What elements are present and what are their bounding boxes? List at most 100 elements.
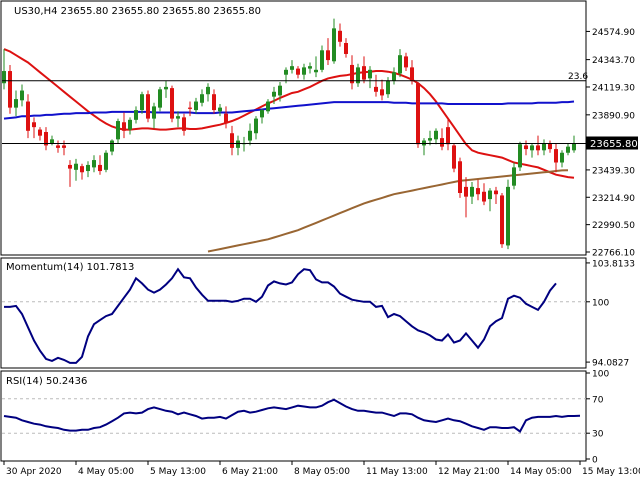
- candle-body: [140, 94, 144, 111]
- candle-body: [344, 42, 348, 54]
- momentum-y-axis: 103.8133 100 94.0827: [586, 259, 635, 369]
- candle-body: [530, 145, 534, 151]
- main-y-tick-label: 24119.30: [592, 83, 635, 93]
- main-y-tick-label: 23214.90: [592, 194, 635, 204]
- rsi-label: RSI(14) 50.2436: [6, 376, 87, 387]
- candle-body: [158, 89, 162, 108]
- candle-body: [350, 64, 354, 84]
- candle-body: [464, 186, 468, 197]
- candle-body: [86, 164, 90, 172]
- candle-body: [416, 83, 420, 145]
- candle-body: [44, 132, 48, 146]
- candle-body: [278, 85, 282, 96]
- candle-body: [320, 50, 324, 70]
- candle-body: [404, 56, 408, 68]
- candle-body: [212, 94, 216, 111]
- rsi-y-tick-label: 100: [592, 370, 609, 380]
- candle-body: [326, 50, 330, 61]
- rsi-y-tick-label: 0: [592, 456, 598, 466]
- candle-body: [104, 152, 108, 170]
- moving-average-line-2: [3, 100, 575, 120]
- candle-body: [2, 71, 6, 84]
- candle-body: [332, 28, 336, 62]
- main-y-tick-label: 22766.10: [592, 249, 635, 259]
- candle-body: [272, 91, 276, 97]
- main-y-tick-label: 22990.50: [592, 221, 635, 231]
- rsi-y-tick-label: 70: [592, 395, 604, 405]
- candle-body: [536, 145, 540, 151]
- candle-body: [176, 116, 180, 119]
- candle-body: [542, 142, 546, 151]
- candle-body: [260, 110, 264, 118]
- candle-body: [110, 140, 114, 152]
- candle-body: [512, 167, 516, 186]
- candle-body: [374, 86, 378, 92]
- candle-body: [50, 139, 54, 143]
- candle-body: [80, 166, 84, 173]
- candle-body: [68, 164, 72, 169]
- x-axis-tick-label: 5 May 13:00: [150, 467, 206, 477]
- candle-body: [410, 67, 414, 81]
- candle-body: [62, 145, 66, 148]
- candle-body: [254, 118, 258, 134]
- x-axis-tick-label: 30 Apr 2020: [6, 467, 62, 477]
- candle-body: [128, 119, 132, 130]
- x-axis-tick-label: 15 May 13:00: [582, 467, 640, 477]
- candle-body: [26, 101, 30, 131]
- candle-body: [224, 113, 228, 124]
- level-line-label: 23.6: [568, 72, 588, 82]
- candle-body: [470, 186, 474, 197]
- candle-body: [170, 88, 174, 119]
- candle-body: [56, 145, 60, 148]
- symbol-header: US30,H4 23655.80 23655.80 23655.80 23655…: [14, 6, 261, 17]
- candle-body: [356, 67, 360, 84]
- candle-body: [206, 86, 210, 95]
- candle-body: [452, 145, 456, 169]
- momentum-pane-border: [0, 257, 587, 369]
- x-axis-tick-label: 8 May 05:00: [294, 467, 350, 477]
- candle-body: [422, 140, 426, 146]
- candle-body: [164, 86, 168, 90]
- candle-body: [506, 186, 510, 246]
- candle-body: [302, 67, 306, 75]
- momentum-y-tick-label: 100: [592, 298, 609, 308]
- candle-body: [572, 143, 576, 151]
- candle-body: [308, 66, 312, 69]
- candle-body: [482, 191, 486, 202]
- x-axis-tick-label: 4 May 05:00: [78, 467, 134, 477]
- candle-body: [38, 129, 42, 136]
- x-axis-tick-label: 11 May 13:00: [366, 467, 428, 477]
- main-y-tick-label: 24574.90: [592, 28, 635, 38]
- main-y-tick-label: 24343.70: [592, 56, 635, 66]
- candle-body: [338, 30, 342, 42]
- main-price-pane: US30,H4 23655.80 23655.80 23655.80 23655…: [0, 0, 638, 259]
- main-y-axis: 24574.90 24343.70 24119.30 23890.90 23439.30…: [586, 28, 635, 259]
- candle-body: [398, 55, 402, 74]
- momentum-y-tick-label: 94.0827: [592, 359, 629, 369]
- current-price-value: 23655.80: [590, 139, 638, 150]
- candle-body: [368, 69, 372, 79]
- candle-body: [428, 138, 432, 141]
- x-axis-tick-label: 14 May 05:00: [510, 467, 572, 477]
- candle-body: [446, 127, 450, 145]
- current-price-tag: [586, 136, 638, 150]
- momentum-y-tick-label: 103.8133: [592, 259, 635, 269]
- candle-body: [560, 152, 564, 163]
- rsi-y-axis: 100 70 30 0: [586, 370, 609, 466]
- moving-average-line-1: [3, 48, 575, 179]
- candle-body: [284, 69, 288, 75]
- candle-body: [122, 122, 126, 131]
- candle-body: [494, 190, 498, 195]
- rsi-indicator: [2, 398, 586, 434]
- candle-body: [440, 138, 444, 147]
- main-y-tick-label: 23439.30: [592, 166, 635, 176]
- candle-body: [392, 72, 396, 81]
- candle-body: [434, 130, 438, 140]
- momentum-line: [4, 267, 557, 364]
- candle-body: [152, 106, 156, 119]
- candle-body: [188, 107, 192, 109]
- candle-body: [134, 110, 138, 120]
- candle-body: [518, 144, 522, 168]
- x-axis-tick-label: 6 May 21:00: [222, 467, 278, 477]
